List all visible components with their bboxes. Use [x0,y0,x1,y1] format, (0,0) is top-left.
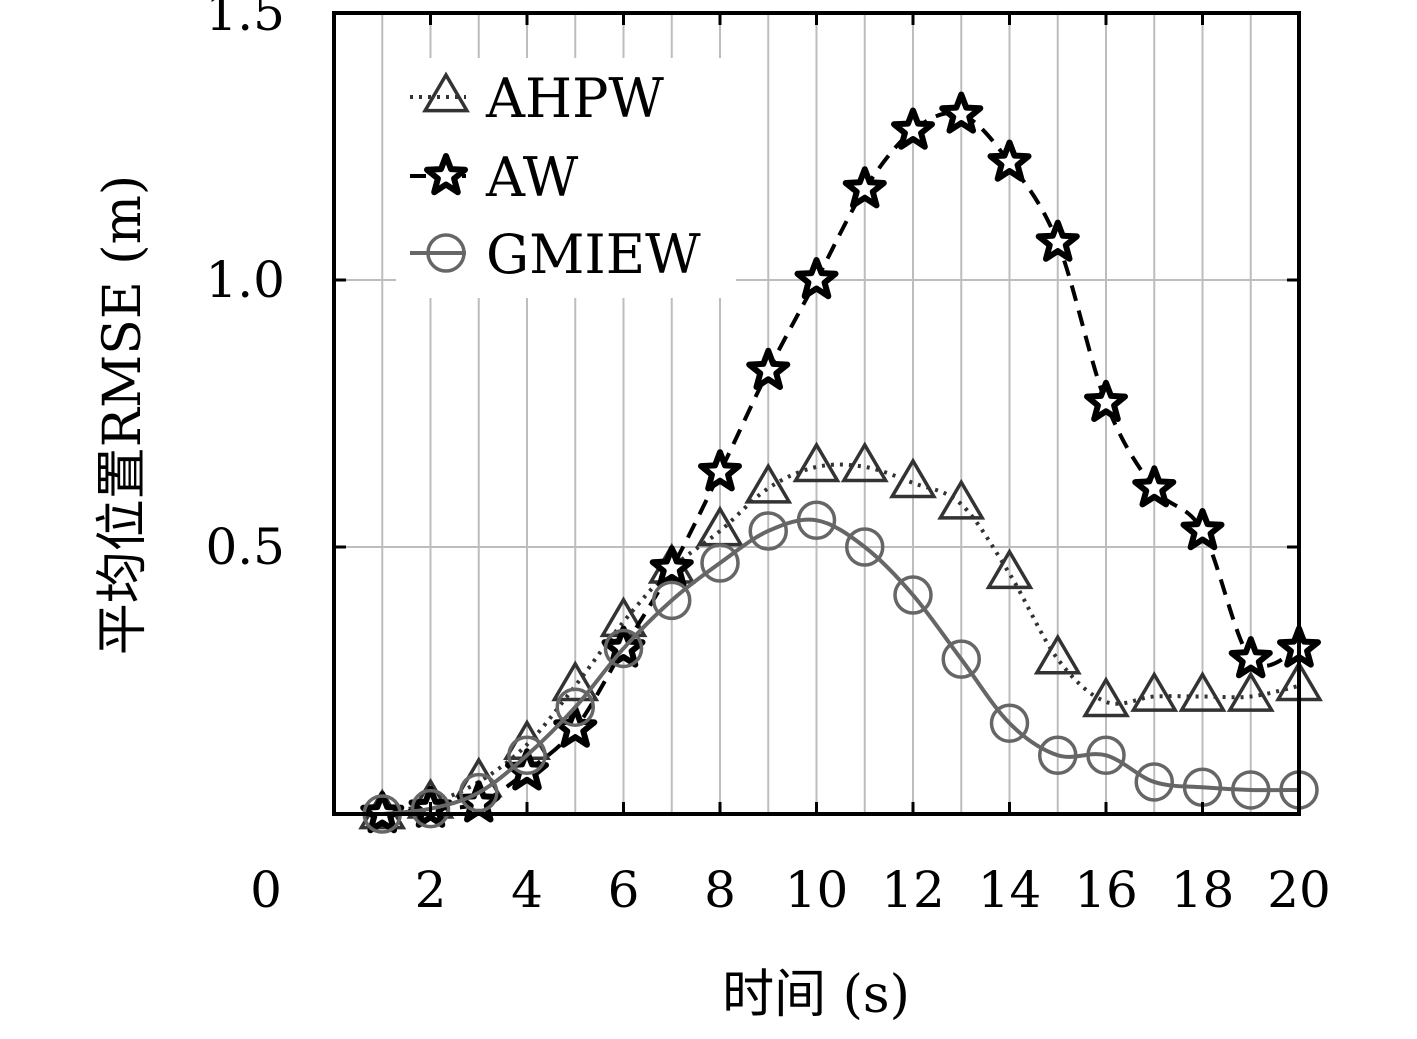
y-tick-label: 1.0 [205,251,285,309]
data-point-ahpw [1082,676,1130,718]
data-point-ahpw [937,478,986,520]
series-line-ahpw [381,462,1300,816]
data-point-aw [1132,465,1177,508]
data-point-ahpw [985,548,1034,590]
y-axis-title: 平均位置RMSE (m) [93,175,153,655]
data-point-gmiew [941,639,981,679]
legend-marker-aw [424,153,468,196]
data-point-aw [698,449,742,492]
x-tick-label: 12 [881,861,945,919]
data-point-gmiew [893,575,933,615]
data-point-ahpw [744,462,793,504]
data-point-aw [1180,508,1225,551]
legend: AHPW AW GMIEW [396,58,736,298]
data-point-aw [1084,379,1128,422]
x-origin-tick-label: 0 [250,861,282,919]
legend-entry-gmiew: GMIEW [410,223,701,286]
data-point-gmiew [507,735,547,776]
data-point-gmiew [700,543,740,583]
legend-marker-shape [426,233,466,273]
data-point-gmiew [652,580,692,621]
data-point-ahpw [840,441,889,483]
legend-label-ahpw: AHPW [485,67,664,130]
series-ahpw [358,441,1323,830]
data-point-gmiew [1086,735,1126,776]
legend-entry-ahpw: AHPW [410,67,664,130]
tick-labels: 0 2 4 6 8 10 12 14 16 18 20 0.5 1.0 1.5 [205,0,1330,919]
series-line-gmiew [382,517,1300,816]
x-tick-label: 2 [415,861,447,919]
legend-marker-shape [422,71,470,113]
data-point-ahpw [792,441,841,483]
legend-marker-ahpw [422,71,470,113]
data-point-gmiew [603,628,644,669]
data-point-ahpw [889,457,937,499]
series-gmiew [362,500,1319,834]
data-point-aw [649,545,694,588]
data-point-gmiew [845,527,885,567]
x-tick-label: 4 [511,861,543,919]
data-point-aw [1228,636,1273,679]
data-point-gmiew [989,703,1030,743]
data-point-gmiew [459,772,499,813]
x-tick-label: 8 [704,861,736,919]
data-point-aw [891,107,935,150]
legend-label-gmiew: GMIEW [486,223,701,286]
legend-marker-shape [424,153,468,196]
data-point-ahpw [1226,671,1275,712]
data-point-gmiew [410,788,451,829]
x-tick-label: 18 [1171,861,1235,919]
data-point-gmiew [1134,762,1174,802]
x-tick-label: 10 [785,861,849,919]
x-tick-label: 20 [1267,861,1331,919]
legend-label-aw: AW [485,146,579,209]
data-point-aw [794,257,839,300]
y-tick-label: 0.5 [205,518,285,576]
series-layer [358,91,1323,834]
x-tick-label: 16 [1074,861,1138,919]
data-point-aw [842,166,887,209]
x-tick-label: 14 [978,861,1042,919]
x-tick-label: 6 [608,861,640,919]
data-point-aw [939,91,984,134]
data-point-gmiew [555,687,595,727]
y-tick-label: 1.5 [205,0,285,42]
data-point-aw [987,139,1032,182]
x-axis-title: 时间 (s) [722,965,910,1025]
data-point-ahpw [1178,671,1227,712]
data-point-ahpw [551,660,600,702]
tick-marks [334,11,1301,814]
data-point-gmiew [1231,770,1271,810]
data-point-gmiew [796,500,837,541]
data-point-ahpw [1130,671,1179,712]
data-point-aw [1035,219,1080,262]
data-point-aw [746,347,791,390]
data-point-gmiew [1038,735,1078,776]
data-point-gmiew [748,511,788,551]
legend-entry-aw: AW [410,146,579,209]
data-point-ahpw [1033,633,1082,675]
legend-marker-gmiew [426,233,466,273]
